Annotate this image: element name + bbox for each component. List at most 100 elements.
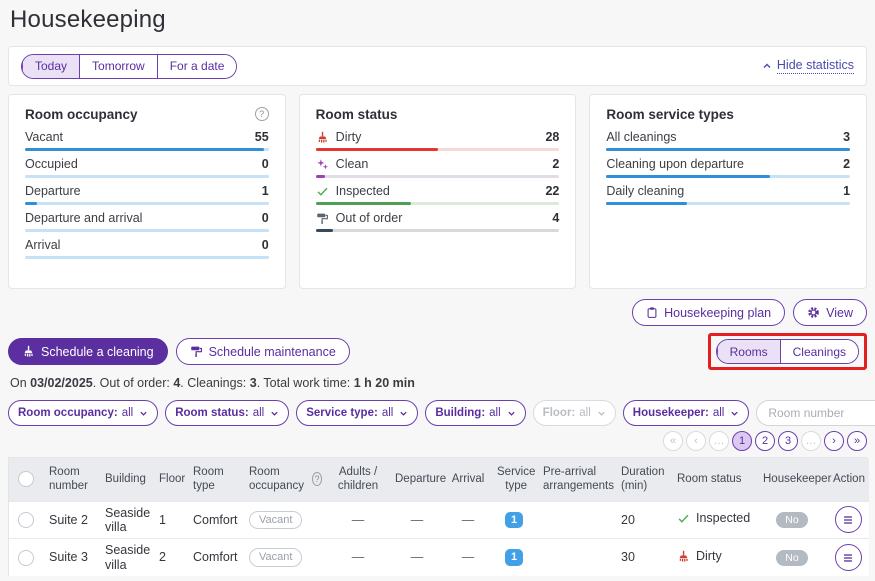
stat-bar-track — [315, 175, 560, 178]
page-button[interactable]: 2 — [755, 431, 775, 451]
column-header-room_occupancy: Room occupancy? — [243, 458, 327, 501]
column-header-label: Room status — [677, 473, 742, 486]
date-tab[interactable]: Today — [22, 54, 80, 78]
date-toolbar: Today Tomorrow For a date Hide statistic… — [8, 46, 867, 86]
stat-bar-fill — [315, 229, 333, 232]
floor-cell: 1 — [153, 500, 187, 539]
page-button[interactable]: 1 — [732, 431, 752, 451]
housekeeper-cell: No — [757, 538, 827, 576]
date-tab-label: Tomorrow — [92, 59, 145, 73]
housekeeping-plan-button[interactable]: Housekeeping plan — [632, 299, 786, 326]
chevron-down-icon — [730, 409, 739, 418]
filter-pill[interactable]: Housekeeper: all — [622, 400, 750, 426]
page-button[interactable]: › — [824, 431, 844, 451]
page-button[interactable]: ‹ — [686, 431, 706, 451]
stat-label: Inspected — [335, 184, 390, 198]
help-icon[interactable]: ? — [312, 472, 322, 487]
stat-row: Inspected 22 — [315, 178, 560, 205]
room_type-cell: Comfort — [187, 500, 243, 539]
stat-bar-track — [315, 202, 560, 205]
filter-label: Room occupancy: — [18, 407, 118, 419]
column-header-label: Pre-arrival arrangements — [543, 465, 614, 493]
column-header-label: Adults / children — [337, 465, 379, 493]
stat-row: Dirty 28 — [315, 124, 560, 151]
date-tab[interactable]: For a date — [156, 54, 237, 78]
schedule-cleaning-button[interactable]: Schedule a cleaning — [8, 338, 168, 365]
page-button[interactable]: » — [847, 431, 867, 451]
view-toggle-item[interactable]: Rooms — [716, 340, 780, 363]
stat-label: Clean — [335, 157, 369, 171]
column-header-label: Building — [105, 473, 146, 486]
summary-part: 4 — [173, 376, 181, 390]
schedule-cleaning-label: Schedule a cleaning — [41, 344, 154, 359]
schedule-maintenance-label: Schedule maintenance — [208, 344, 336, 359]
row-action-button[interactable] — [834, 544, 862, 572]
row-action-button[interactable] — [834, 506, 862, 534]
hide-statistics-link[interactable]: Hide statistics — [762, 58, 854, 74]
filter-value: all — [252, 407, 265, 419]
page-button[interactable]: 3 — [778, 431, 798, 451]
help-icon[interactable]: ? — [254, 107, 269, 121]
filter-pill[interactable]: Room status: all — [165, 400, 290, 426]
column-header-label: Room occupancy — [249, 465, 304, 493]
view-toggle-item[interactable]: Cleanings — [779, 340, 858, 363]
page-button[interactable]: … — [801, 431, 821, 451]
occupancy-pill: Vacant — [249, 548, 303, 567]
stat-value: 55 — [254, 130, 269, 144]
broom-icon — [316, 131, 329, 144]
stat-value: 4 — [552, 211, 560, 225]
schedule-maintenance-button[interactable]: Schedule maintenance — [175, 338, 350, 365]
room_occupancy-cell: Vacant — [243, 538, 327, 576]
room-number-input[interactable] — [756, 400, 875, 426]
summary-part: 03/02/2025 — [30, 376, 93, 390]
pre_arrival-cell — [537, 500, 615, 539]
date-tab[interactable]: Tomorrow — [79, 54, 157, 78]
filter-pill[interactable]: Floor: all — [532, 400, 616, 426]
column-header-arrival: Arrival — [445, 458, 491, 501]
stat-row: Out of order 4 — [315, 205, 560, 232]
stat-bar-fill — [315, 148, 438, 151]
filter-value: all — [121, 407, 134, 419]
room_number-cell: Suite 2 — [43, 500, 99, 539]
stat-row: Vacant 55 — [25, 124, 269, 151]
stat-label: Departure — [25, 184, 81, 198]
filter-pill[interactable]: Building: all — [425, 400, 526, 426]
summary-part: On — [10, 376, 31, 390]
stat-label: Departure and arrival — [25, 211, 143, 225]
stat-label: Daily cleaning — [606, 184, 685, 198]
row-checkbox[interactable] — [18, 511, 34, 528]
column-header-room_type: Room type — [187, 458, 243, 501]
arrival-cell: — — [445, 500, 491, 539]
service-type-badge[interactable]: 1 — [504, 511, 524, 529]
stat-value: 2 — [552, 157, 560, 171]
view-button[interactable]: View — [793, 299, 867, 326]
stat-value: 3 — [843, 130, 851, 144]
page-button[interactable]: … — [709, 431, 729, 451]
stat-label: Dirty — [335, 130, 362, 144]
filter-pill[interactable]: Service type: all — [296, 400, 419, 426]
filter-pill[interactable]: Room occupancy: all — [8, 400, 159, 426]
select-cell — [9, 500, 43, 539]
stat-value: 0 — [261, 157, 269, 171]
statistics-cards: Room occupancy ? Vacant 55 — [8, 94, 868, 289]
service-type-badge[interactable]: 1 — [504, 549, 524, 566]
room-status-label: Dirty — [696, 549, 722, 564]
stat-bar-track — [25, 148, 269, 151]
broom-icon — [22, 345, 35, 358]
page-button[interactable]: « — [663, 431, 683, 451]
stat-label: Arrival — [25, 238, 61, 252]
row-checkbox[interactable] — [18, 549, 34, 566]
table-row: Suite 2 Seaside villa 1 Comfort Vacant — — —1 20… — [9, 500, 869, 539]
filter-label: Housekeeper: — [632, 407, 709, 419]
room_status-cell: Dirty — [671, 538, 757, 576]
select-all-checkbox[interactable] — [18, 471, 34, 488]
clipboard-icon — [646, 306, 658, 319]
stat-bar-fill — [315, 175, 326, 178]
column-header-label: Floor — [159, 473, 186, 486]
building-cell: Seaside villa — [99, 538, 153, 576]
chevron-down-icon — [597, 409, 606, 418]
stat-label: Occupied — [25, 157, 78, 171]
filter-label: Building: — [435, 407, 486, 419]
page-title: Housekeeping — [10, 6, 166, 33]
roller-icon — [190, 345, 203, 358]
